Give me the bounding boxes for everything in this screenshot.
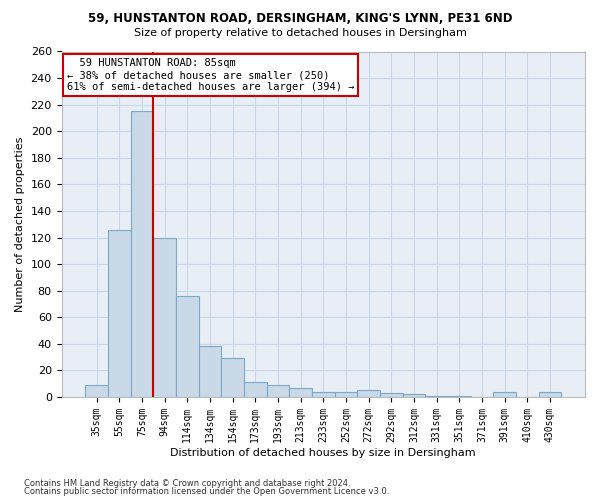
Bar bbox=[221, 358, 244, 397]
X-axis label: Distribution of detached houses by size in Dersingham: Distribution of detached houses by size … bbox=[170, 448, 476, 458]
Bar bbox=[425, 396, 448, 397]
Text: 59 HUNSTANTON ROAD: 85sqm  
← 38% of detached houses are smaller (250)
61% of se: 59 HUNSTANTON ROAD: 85sqm ← 38% of detac… bbox=[67, 58, 354, 92]
Y-axis label: Number of detached properties: Number of detached properties bbox=[15, 136, 25, 312]
Bar bbox=[448, 396, 470, 397]
Bar bbox=[154, 238, 176, 397]
Bar bbox=[244, 382, 266, 397]
Bar bbox=[493, 392, 516, 397]
Text: 59, HUNSTANTON ROAD, DERSINGHAM, KING'S LYNN, PE31 6ND: 59, HUNSTANTON ROAD, DERSINGHAM, KING'S … bbox=[88, 12, 512, 26]
Bar bbox=[108, 230, 131, 397]
Bar bbox=[335, 392, 357, 397]
Bar bbox=[199, 346, 221, 397]
Text: Size of property relative to detached houses in Dersingham: Size of property relative to detached ho… bbox=[134, 28, 466, 38]
Text: Contains HM Land Registry data © Crown copyright and database right 2024.: Contains HM Land Registry data © Crown c… bbox=[24, 478, 350, 488]
Bar bbox=[289, 388, 312, 397]
Bar bbox=[357, 390, 380, 397]
Bar bbox=[131, 112, 154, 397]
Bar bbox=[85, 385, 108, 397]
Bar bbox=[176, 296, 199, 397]
Bar bbox=[312, 392, 335, 397]
Bar bbox=[380, 393, 403, 397]
Bar bbox=[539, 392, 561, 397]
Text: Contains public sector information licensed under the Open Government Licence v3: Contains public sector information licen… bbox=[24, 487, 389, 496]
Bar bbox=[403, 394, 425, 397]
Bar bbox=[266, 385, 289, 397]
